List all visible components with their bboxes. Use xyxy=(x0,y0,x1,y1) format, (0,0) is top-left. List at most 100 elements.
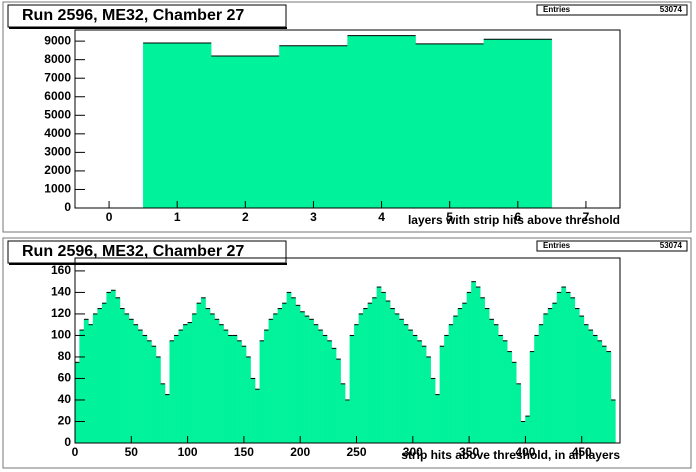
bar xyxy=(399,319,404,444)
bar xyxy=(160,383,166,444)
bar xyxy=(232,335,238,444)
y-tick-label: 1000 xyxy=(44,182,71,196)
bar xyxy=(218,324,224,444)
bar xyxy=(178,329,184,444)
y-tick-label: 3000 xyxy=(44,145,71,159)
bar xyxy=(480,297,486,444)
bar xyxy=(291,297,296,444)
x-tick-label: 3 xyxy=(310,210,317,224)
bar xyxy=(610,399,616,444)
bar xyxy=(592,335,598,444)
bar xyxy=(273,313,278,444)
bar xyxy=(538,324,544,444)
bar xyxy=(282,303,287,444)
bar xyxy=(173,335,179,444)
bar xyxy=(191,313,197,444)
bar xyxy=(381,292,386,444)
bar xyxy=(336,358,341,444)
bar xyxy=(489,319,495,444)
bar xyxy=(106,292,112,444)
bar xyxy=(74,362,80,444)
bar xyxy=(182,324,188,444)
bar xyxy=(529,351,535,444)
bar xyxy=(390,308,395,444)
bar xyxy=(430,378,436,444)
bar xyxy=(444,335,449,444)
x-tick-label: 2 xyxy=(242,210,249,224)
x-axis-label: layers with strip hits above threshold xyxy=(408,213,620,227)
x-axis-label: strip hits above threshold, in all layer… xyxy=(401,448,620,462)
y-tick-label: 9000 xyxy=(44,33,71,47)
x-tick-label: 6 xyxy=(514,210,521,224)
bar xyxy=(124,313,130,444)
x-tick-label: 350 xyxy=(459,445,479,459)
y-tick-label: 0 xyxy=(64,435,71,449)
bar xyxy=(227,335,233,444)
bar xyxy=(385,300,391,444)
bar xyxy=(439,346,445,444)
bar xyxy=(146,340,152,444)
bar xyxy=(115,297,121,444)
bar xyxy=(142,42,212,209)
bar xyxy=(349,335,355,444)
bar xyxy=(408,329,413,444)
bar xyxy=(241,346,247,444)
x-tick-label: 150 xyxy=(234,445,254,459)
bar xyxy=(601,346,607,444)
bar xyxy=(358,313,364,444)
bar xyxy=(88,324,94,444)
bar xyxy=(493,324,499,444)
plot-frame xyxy=(74,29,621,209)
bar xyxy=(286,292,292,444)
bar xyxy=(214,319,220,444)
bar xyxy=(570,297,576,444)
bar xyxy=(211,55,280,209)
x-tick-label: 250 xyxy=(346,445,366,459)
x-tick-label: 450 xyxy=(572,445,592,459)
bar xyxy=(345,399,350,444)
bar xyxy=(466,292,472,444)
x-tick-label: 1 xyxy=(174,210,181,224)
bar xyxy=(412,335,418,444)
y-tick-label: 2000 xyxy=(44,163,71,177)
stats-label: Entries xyxy=(543,241,571,250)
bar xyxy=(448,324,454,444)
bar xyxy=(279,45,348,209)
bar xyxy=(169,340,175,444)
bar xyxy=(79,329,85,444)
bar xyxy=(534,335,540,444)
bar xyxy=(128,319,134,444)
x-tick-label: 4 xyxy=(378,210,385,224)
bar xyxy=(223,329,229,444)
bar xyxy=(561,286,567,444)
x-tick-label: 200 xyxy=(290,445,310,459)
y-tick-label: 4000 xyxy=(44,126,71,140)
bar xyxy=(300,311,305,444)
x-tick-label: 400 xyxy=(515,445,535,459)
bar xyxy=(435,394,440,444)
y-tick-label: 80 xyxy=(58,349,72,363)
bar xyxy=(354,324,359,444)
bar xyxy=(457,308,463,444)
bar xyxy=(552,303,558,444)
bar xyxy=(331,348,337,444)
bar xyxy=(574,308,580,444)
bar xyxy=(511,362,517,444)
stats-value: 53074 xyxy=(660,241,683,250)
y-tick-label: 100 xyxy=(51,328,71,342)
y-tick-label: 120 xyxy=(51,306,71,320)
bar xyxy=(471,281,477,444)
x-tick-label: 0 xyxy=(72,445,79,459)
y-tick-label: 6000 xyxy=(44,89,71,103)
x-tick-label: 100 xyxy=(178,445,198,459)
bar xyxy=(394,313,400,444)
bar xyxy=(259,340,265,444)
x-tick-label: 300 xyxy=(403,445,423,459)
bar xyxy=(403,324,409,444)
bar xyxy=(502,340,508,444)
bar xyxy=(277,308,283,444)
bar xyxy=(421,346,427,444)
bar xyxy=(268,319,274,444)
x-tick-label: 0 xyxy=(106,210,113,224)
